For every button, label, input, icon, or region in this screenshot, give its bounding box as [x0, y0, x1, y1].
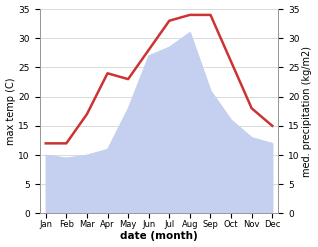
- X-axis label: date (month): date (month): [120, 231, 198, 242]
- Y-axis label: max temp (C): max temp (C): [5, 78, 16, 145]
- Y-axis label: med. precipitation (kg/m2): med. precipitation (kg/m2): [302, 46, 313, 177]
